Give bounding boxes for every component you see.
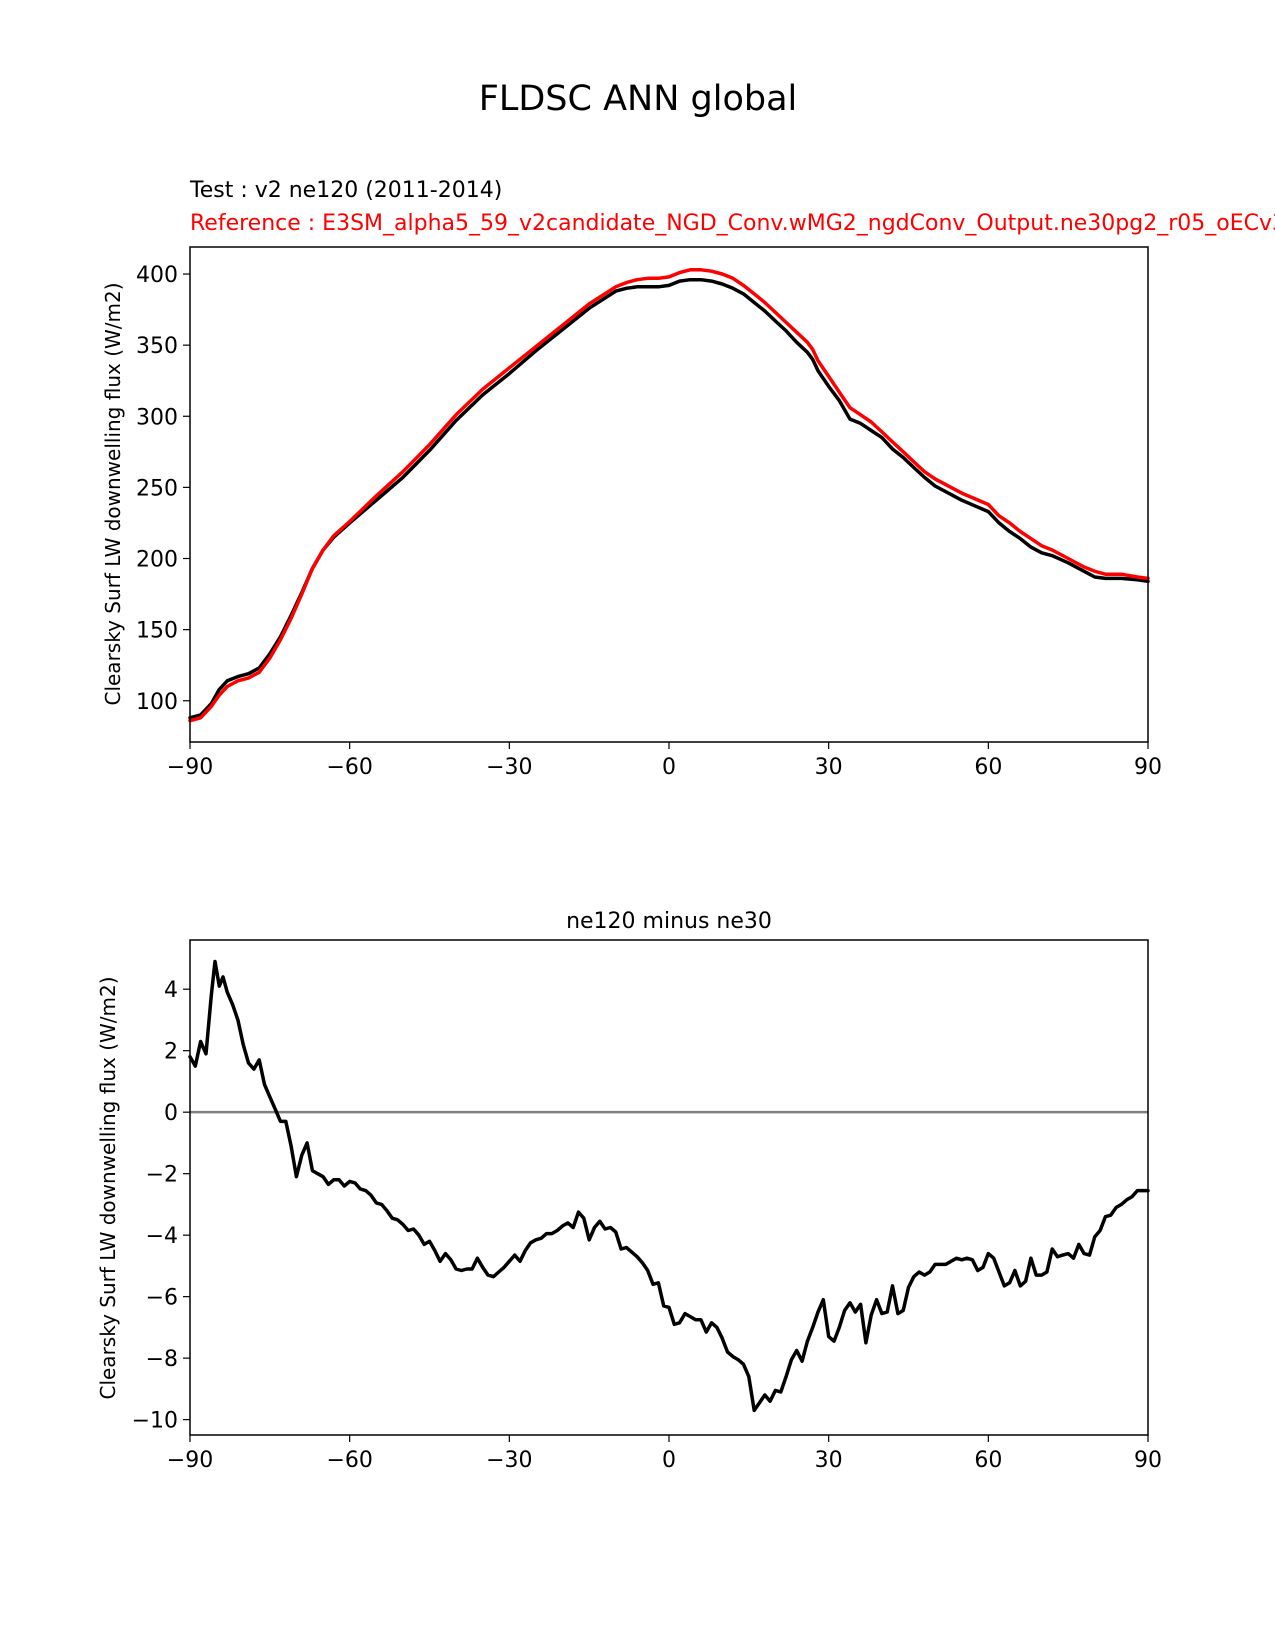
bottom-xtick-label: −30 (486, 1448, 532, 1473)
bottom-ytick-label: 0 (164, 1101, 178, 1126)
top-series-reference-line (188, 268, 1150, 723)
bottom-xtick-label: 0 (662, 1448, 676, 1473)
bottom-xtick-label: −90 (167, 1448, 213, 1473)
bottom-panel: ne120 minus ne30 Clearsky Surf LW downwe… (96, 909, 1162, 1473)
top-xtick-label: −60 (326, 755, 372, 780)
bottom-series-difference-line (188, 959, 1150, 1413)
top-ytick-label: 150 (136, 619, 178, 644)
top-tick-group: −90 −60 −30 0 30 60 90 100 150 200 250 300 350 400 (136, 263, 1162, 780)
bottom-xtick-label: 90 (1134, 1448, 1162, 1473)
reference-label: Reference : E3SM_alpha5_59_v2candidate_N… (190, 211, 1275, 236)
bottom-ytick-label: −6 (146, 1286, 178, 1311)
top-ytick-label: 250 (136, 476, 178, 501)
bottom-xtick-label: 30 (815, 1448, 843, 1473)
bottom-ylabel: Clearsky Surf LW downwelling flux (W/m2) (96, 976, 120, 1399)
bottom-ytick-label: 2 (164, 1040, 178, 1065)
figure-title: FLDSC ANN global (479, 79, 798, 119)
bottom-xtick-label: 60 (974, 1448, 1002, 1473)
bottom-ytick-label: −4 (146, 1224, 178, 1249)
top-xtick-label: 0 (662, 755, 676, 780)
bottom-tick-group: −90 −60 −30 0 30 60 90 −10 −8 −6 −4 −2 0 2 4 (132, 978, 1162, 1473)
bottom-series-group (188, 959, 1150, 1413)
top-xtick-label: 90 (1134, 755, 1162, 780)
top-panel: Test : v2 ne120 (2011-2014) Reference : … (101, 178, 1275, 780)
top-ytick-label: 350 (136, 334, 178, 359)
top-ylabel: Clearsky Surf LW downwelling flux (W/m2) (101, 282, 125, 705)
top-series-group (188, 268, 1150, 723)
top-ytick-label: 200 (136, 548, 178, 573)
top-xtick-label: −90 (167, 755, 213, 780)
top-ytick-label: 100 (136, 690, 178, 715)
top-ytick-label: 400 (136, 263, 178, 288)
top-xtick-label: 30 (815, 755, 843, 780)
bottom-xtick-label: −60 (326, 1448, 372, 1473)
top-series-test-line (188, 277, 1150, 720)
test-label: Test : v2 ne120 (2011-2014) (189, 178, 502, 203)
top-xtick-label: 60 (974, 755, 1002, 780)
bottom-title: ne120 minus ne30 (566, 909, 772, 934)
bottom-ytick-label: 4 (164, 978, 178, 1003)
top-ytick-label: 300 (136, 405, 178, 430)
top-plot-frame (189, 246, 1149, 743)
bottom-plot-frame (189, 939, 1149, 1436)
bottom-ytick-label: −2 (146, 1163, 178, 1188)
bottom-ytick-label: −8 (146, 1347, 178, 1372)
top-xtick-label: −30 (486, 755, 532, 780)
bottom-ytick-label: −10 (132, 1409, 178, 1434)
